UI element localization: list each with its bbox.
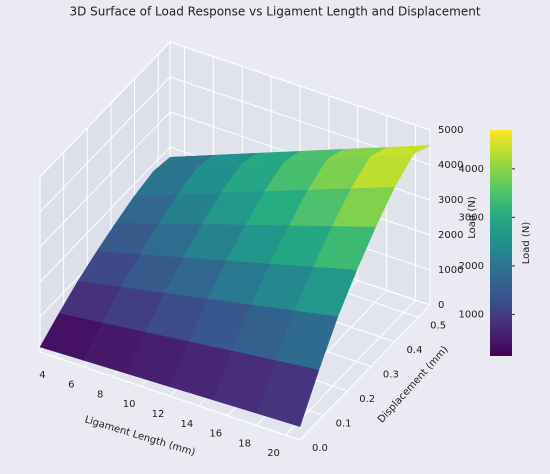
x-tick-label: 6 xyxy=(68,380,74,391)
colorbar-tick-label: 3000 xyxy=(459,212,484,223)
y-tick-label: 0.3 xyxy=(383,369,399,380)
colorbar-label: Load (N) xyxy=(521,222,532,265)
x-tick-label: 8 xyxy=(97,389,103,400)
z-tick-label: 0 xyxy=(438,300,444,311)
x-tick-label: 12 xyxy=(152,409,165,420)
grid-line xyxy=(39,111,171,248)
z-tick-label: 5000 xyxy=(438,125,463,136)
x-tick-label: 14 xyxy=(181,419,194,430)
grid-line xyxy=(285,299,416,436)
grid-line xyxy=(39,146,171,283)
grid-line xyxy=(39,41,171,178)
grid-line xyxy=(39,351,301,441)
colorbar-tick-label: 1000 xyxy=(459,309,484,320)
y-tick-label: 0.0 xyxy=(312,443,328,454)
grid-line xyxy=(169,41,431,131)
chart-title: 3D Surface of Load Response vs Ligament … xyxy=(69,5,480,19)
colorbar-tick-label: 2000 xyxy=(459,261,484,272)
z-axis-label: Load (N) xyxy=(467,196,478,239)
z-tick-label: 3000 xyxy=(438,195,463,206)
colorbar xyxy=(490,130,512,356)
x-tick-label: 4 xyxy=(39,370,45,381)
z-tick-label: 2000 xyxy=(438,230,463,241)
x-tick-label: 10 xyxy=(123,399,136,410)
z-tick-label: 4000 xyxy=(438,160,463,171)
y-tick-label: 0.2 xyxy=(359,394,375,405)
x-tick-label: 20 xyxy=(267,448,280,459)
x-tick-label: 18 xyxy=(238,438,251,449)
colorbar-tick-label: 4000 xyxy=(459,164,484,175)
y-tick-label: 0.1 xyxy=(336,418,352,429)
grid-line xyxy=(39,76,171,213)
y-tick-label: 0.5 xyxy=(430,320,446,331)
z-tick-label: 1000 xyxy=(438,265,463,276)
y-tick-label: 0.4 xyxy=(407,345,423,356)
x-tick-label: 16 xyxy=(209,429,222,440)
surface-cell xyxy=(256,360,320,427)
